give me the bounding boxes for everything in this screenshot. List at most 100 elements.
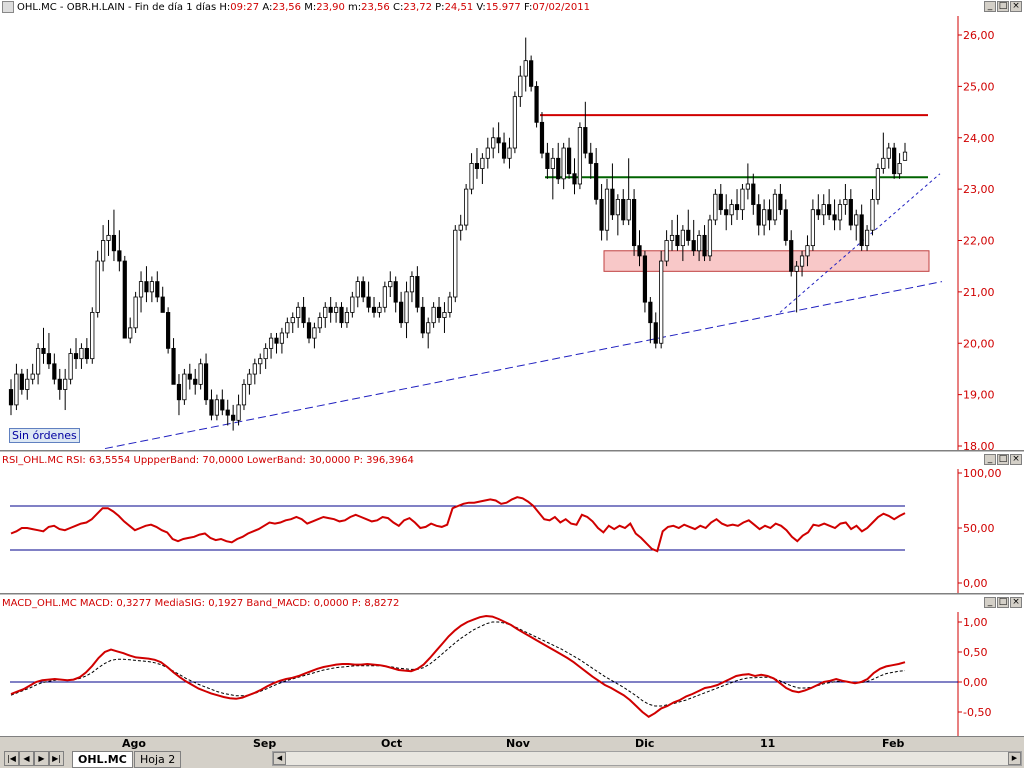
a-label: A:	[262, 2, 273, 13]
macd-minimize-button[interactable]: _	[984, 597, 996, 608]
candle-body	[117, 250, 122, 262]
candle-body	[106, 234, 111, 241]
candle-body	[789, 240, 794, 272]
candle-body	[615, 198, 620, 216]
v-value: 15.977	[485, 2, 521, 13]
rsi-tick-label: 50,00	[963, 522, 995, 535]
tab-ohl-mc[interactable]: OHL.MC	[72, 751, 133, 768]
horizontal-scrollbar[interactable]: ◀ ▶	[272, 751, 1022, 766]
candle-body	[377, 306, 382, 313]
candle-body	[458, 224, 463, 231]
rsi-minimize-button[interactable]: _	[984, 454, 996, 465]
candle-body	[393, 281, 398, 303]
candle-body	[859, 214, 864, 247]
candle-body	[220, 399, 225, 411]
candle-body	[718, 193, 723, 211]
pane-splitter-2[interactable]	[0, 593, 1024, 596]
p-label: P:	[435, 2, 445, 13]
macd-maximize-button[interactable]: □	[997, 597, 1009, 608]
candle-body	[231, 414, 236, 421]
candle-body	[382, 286, 387, 308]
price-window-buttons: _ □ ×	[984, 1, 1022, 12]
candle-body	[160, 296, 165, 313]
prev-sheet-button[interactable]: ◀	[19, 751, 34, 766]
candle-body	[469, 163, 474, 190]
long-term-trendline	[104, 281, 943, 450]
scroll-left-button[interactable]: ◀	[273, 752, 286, 765]
candle-body	[84, 347, 89, 360]
pane-splitter-1[interactable]	[0, 450, 1024, 453]
maximize-button[interactable]: □	[997, 1, 1009, 12]
candle-body	[588, 152, 593, 164]
scroll-right-button[interactable]: ▶	[1008, 752, 1021, 765]
close-button[interactable]: ×	[1010, 1, 1022, 12]
candle-body	[794, 265, 799, 272]
price-tick-label: 20,00	[963, 337, 995, 350]
candle-body	[631, 198, 637, 247]
macd-pane-title: MACD_OHL.MC MACD: 0,3277 MediaSIG: 0,192…	[2, 596, 1024, 612]
candle-body	[745, 183, 750, 190]
candle-body	[209, 399, 214, 416]
sheet-nav: |◀ ◀ ▶ ▶|	[4, 751, 64, 766]
candle-body	[63, 378, 68, 390]
candle-body	[577, 127, 583, 185]
support-zone	[603, 250, 930, 272]
candle-body	[35, 347, 41, 375]
candle-body	[241, 383, 247, 406]
candle-body	[485, 147, 490, 159]
candle-body	[886, 147, 891, 159]
m-label: M:	[304, 2, 317, 13]
candle-body	[95, 260, 100, 313]
candle-body	[799, 255, 805, 267]
orders-badge[interactable]: Sin órdenes	[9, 428, 80, 443]
candle-body	[621, 198, 626, 221]
x-label-feb: Feb	[882, 737, 905, 750]
candle-body	[122, 260, 127, 339]
macd-title: MACD_OHL.MC MACD: 0,3277 MediaSIG: 0,192…	[2, 598, 400, 609]
candle-body	[604, 188, 610, 231]
rsi-pane-title: RSI_OHL.MC RSI: 63,5554 UppperBand: 70,0…	[2, 453, 1024, 469]
candle-body	[545, 152, 550, 169]
candle-body	[203, 363, 209, 401]
candle-body	[583, 127, 588, 154]
candle-body	[816, 209, 821, 216]
next-sheet-button[interactable]: ▶	[34, 751, 49, 766]
candle-body	[371, 306, 377, 313]
candle-body	[902, 151, 908, 161]
candle-body	[426, 322, 431, 334]
candle-body	[323, 306, 328, 318]
rsi-chart[interactable]: 100,00 50,00 0,00	[0, 453, 1024, 593]
price-tick-label: 18,00	[963, 440, 995, 451]
candle-body	[832, 214, 837, 221]
candle-body	[101, 240, 106, 262]
candle-body	[734, 204, 740, 211]
price-chart[interactable]: 26,00 25,00 24,00 23,00 22,00 21,00 20,00 19,00…	[0, 0, 1024, 451]
c-label: C:	[392, 2, 404, 13]
candle-body	[539, 121, 545, 154]
macd-chart[interactable]: 1,00 0,50 0,00 -0,50	[0, 596, 1024, 736]
price-pane: OHL.MC - OBR.H.LAIN - Fin de día 1 días …	[0, 0, 1024, 451]
candle-body	[306, 322, 312, 339]
macd-tick-label: 0,00	[963, 676, 988, 689]
candle-body	[279, 332, 285, 344]
candle-body	[333, 306, 339, 313]
macd-close-button[interactable]: ×	[1010, 597, 1022, 608]
candle-body	[431, 306, 436, 324]
rsi-maximize-button[interactable]: □	[997, 454, 1009, 465]
candle-body	[648, 301, 653, 324]
candle-body	[198, 363, 203, 385]
last-sheet-button[interactable]: ▶|	[49, 751, 64, 766]
candle-body	[897, 163, 902, 175]
candle-body	[166, 312, 171, 349]
candle-body	[317, 317, 322, 329]
minimize-button[interactable]: _	[984, 1, 996, 12]
candle-body	[46, 353, 52, 365]
candle-body	[236, 404, 241, 421]
candle-body	[52, 363, 57, 380]
first-sheet-button[interactable]: |◀	[4, 751, 19, 766]
rsi-close-button[interactable]: ×	[1010, 454, 1022, 465]
candle-body	[247, 373, 252, 385]
tab-hoja-2[interactable]: Hoja 2	[134, 751, 182, 768]
candle-body	[73, 353, 79, 360]
candle-body	[68, 353, 73, 380]
